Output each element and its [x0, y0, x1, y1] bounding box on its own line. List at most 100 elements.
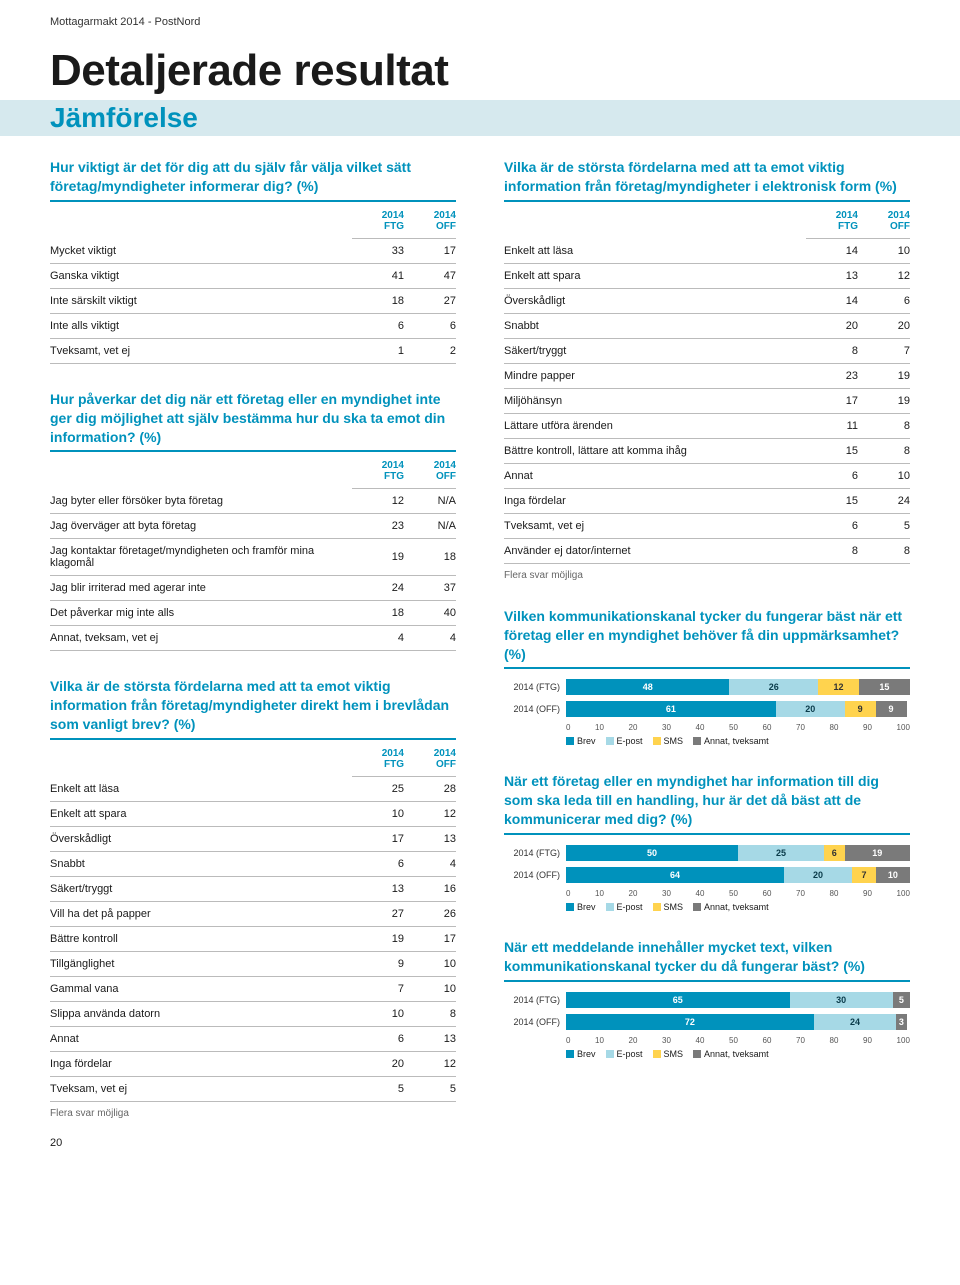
table-row: Tveksamt, vet ej65 — [504, 513, 910, 538]
legend-item: Brev — [566, 736, 596, 746]
cell-off: 5 — [858, 513, 910, 538]
column-header: 2014OFF — [404, 456, 456, 489]
cell-off: 8 — [404, 1002, 456, 1027]
cell-off: 8 — [858, 538, 910, 563]
cell-off: 24 — [858, 488, 910, 513]
table-row: Enkelt att spara1312 — [504, 263, 910, 288]
row-label: Gammal vana — [50, 977, 352, 1002]
question-heading: När ett företag eller en myndighet har i… — [504, 772, 910, 835]
row-label: Lättare utföra ärenden — [504, 413, 806, 438]
legend-swatch — [606, 1050, 614, 1058]
cell-off: 13 — [404, 827, 456, 852]
legend-swatch — [693, 1050, 701, 1058]
row-label: Det påverkar mig inte alls — [50, 601, 352, 626]
table-row: Jag blir irriterad med agerar inte2437 — [50, 576, 456, 601]
cell-ftg: 25 — [352, 777, 404, 802]
table-row: Jag kontaktar företaget/myndigheten och … — [50, 539, 456, 576]
bar-segment: 50 — [566, 845, 738, 861]
legend-label: E-post — [617, 1049, 643, 1059]
legend-label: Annat, tveksamt — [704, 1049, 769, 1059]
table-row: Tillgänglighet910 — [50, 952, 456, 977]
table-row: Gammal vana710 — [50, 977, 456, 1002]
question-heading: Hur påverkar det dig när ett företag ell… — [50, 390, 456, 453]
cell-ftg: 18 — [352, 601, 404, 626]
axis-tick: 40 — [696, 1036, 705, 1045]
chart-c3: När ett meddelande innehåller mycket tex… — [504, 938, 910, 1059]
legend-swatch — [566, 737, 574, 745]
subtitle-band: Jämförelse — [0, 100, 960, 136]
cell-ftg: 27 — [352, 902, 404, 927]
legend: BrevE-postSMSAnnat, tveksamt — [566, 902, 910, 912]
cell-ftg: 15 — [806, 438, 858, 463]
legend-label: Annat, tveksamt — [704, 902, 769, 912]
legend-item: Annat, tveksamt — [693, 902, 769, 912]
axis-tick: 80 — [830, 1036, 839, 1045]
table-t3: Vilka är de största fördelarna med att t… — [50, 677, 456, 1119]
table-row: Mycket viktigt3317 — [50, 238, 456, 263]
row-label: Jag blir irriterad med agerar inte — [50, 576, 352, 601]
row-label: Jag kontaktar företaget/myndigheten och … — [50, 539, 352, 576]
cell-ftg: 13 — [352, 877, 404, 902]
axis-tick: 70 — [796, 889, 805, 898]
row-label: Jag överväger att byta företag — [50, 514, 352, 539]
axis-tick: 20 — [629, 889, 638, 898]
cell-off: 28 — [404, 777, 456, 802]
legend-item: SMS — [653, 1049, 684, 1059]
cell-ftg: 5 — [352, 1077, 404, 1102]
data-table: 2014FTG2014OFFJag byter eller försöker b… — [50, 456, 456, 651]
row-label: Mycket viktigt — [50, 238, 352, 263]
row-label: Inga fördelar — [50, 1052, 352, 1077]
bar-segment: 25 — [738, 845, 824, 861]
data-table: 2014FTG2014OFFMycket viktigt3317Ganska v… — [50, 206, 456, 364]
cell-ftg: 8 — [806, 338, 858, 363]
bar-segment: 7 — [852, 867, 876, 883]
cell-off: 12 — [404, 1052, 456, 1077]
bar-row-label: 2014 (OFF) — [504, 704, 566, 714]
x-axis: 0102030405060708090100 — [566, 1036, 910, 1045]
cell-off: 27 — [404, 288, 456, 313]
page-title: Detaljerade resultat — [50, 46, 910, 96]
cell-ftg: 9 — [352, 952, 404, 977]
row-label: Överskådligt — [50, 827, 352, 852]
legend-item: Brev — [566, 902, 596, 912]
legend-label: Annat, tveksamt — [704, 736, 769, 746]
table-row: Bättre kontroll, lättare att komma ihåg1… — [504, 438, 910, 463]
legend-item: Annat, tveksamt — [693, 736, 769, 746]
legend-item: SMS — [653, 902, 684, 912]
bar-track: 72243 — [566, 1014, 910, 1030]
cell-off: 40 — [404, 601, 456, 626]
row-label: Säkert/tryggt — [50, 877, 352, 902]
cell-ftg: 19 — [352, 539, 404, 576]
bar-row: 2014 (OFF)612099 — [504, 701, 910, 717]
cell-off: 17 — [404, 238, 456, 263]
row-label: Tveksamt, vet ej — [50, 338, 352, 363]
chart-c2: När ett företag eller en myndighet har i… — [504, 772, 910, 912]
bar-track: 612099 — [566, 701, 910, 717]
axis-tick: 0 — [566, 1036, 570, 1045]
question-heading: När ett meddelande innehåller mycket tex… — [504, 938, 910, 982]
cell-ftg: 13 — [806, 263, 858, 288]
bar-segment: 26 — [729, 679, 818, 695]
cell-off: 10 — [404, 952, 456, 977]
column-header: 2014FTG — [352, 744, 404, 777]
cell-ftg: 6 — [806, 513, 858, 538]
cell-ftg: 20 — [806, 313, 858, 338]
row-label: Enkelt att spara — [504, 263, 806, 288]
cell-off: N/A — [404, 489, 456, 514]
legend-swatch — [693, 903, 701, 911]
cell-ftg: 14 — [806, 238, 858, 263]
cell-ftg: 23 — [806, 363, 858, 388]
stacked-bar-chart: 2014 (FTG)482612152014 (OFF)612099 — [504, 679, 910, 717]
legend-swatch — [606, 903, 614, 911]
table-row: Annat, tveksam, vet ej44 — [50, 626, 456, 651]
bar-segment: 64 — [566, 867, 784, 883]
question-heading: Vilka är de största fördelarna med att t… — [50, 677, 456, 740]
bar-segment: 65 — [566, 992, 790, 1008]
table-row: Ganska viktigt4147 — [50, 263, 456, 288]
cell-ftg: 10 — [352, 1002, 404, 1027]
column-header: 2014OFF — [404, 206, 456, 239]
stacked-bar-chart: 2014 (FTG)653052014 (OFF)72243 — [504, 992, 910, 1030]
bar-segment: 9 — [845, 701, 876, 717]
stacked-bar-chart: 2014 (FTG)50256192014 (OFF)6420710 — [504, 845, 910, 883]
cell-off: 2 — [404, 338, 456, 363]
